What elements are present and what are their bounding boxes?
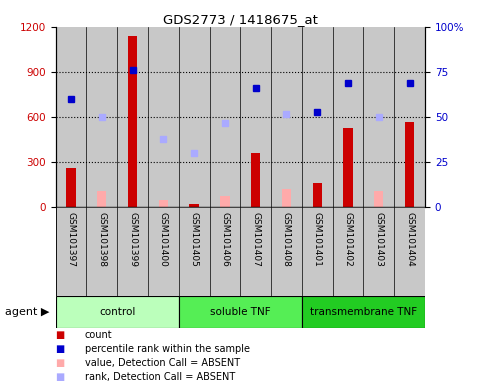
Text: GSM101397: GSM101397 xyxy=(67,212,75,267)
Bar xyxy=(220,196,229,207)
FancyBboxPatch shape xyxy=(56,296,179,328)
Bar xyxy=(333,27,364,207)
Title: GDS2773 / 1418675_at: GDS2773 / 1418675_at xyxy=(163,13,318,26)
Text: rank, Detection Call = ABSENT: rank, Detection Call = ABSENT xyxy=(85,372,235,382)
Bar xyxy=(189,204,199,207)
Bar xyxy=(56,27,86,207)
Bar xyxy=(179,27,210,207)
Bar xyxy=(117,27,148,207)
Bar xyxy=(97,191,106,207)
Text: value, Detection Call = ABSENT: value, Detection Call = ABSENT xyxy=(85,358,240,368)
Text: GSM101407: GSM101407 xyxy=(251,212,260,266)
Text: GSM101401: GSM101401 xyxy=(313,212,322,266)
Text: ■: ■ xyxy=(56,344,65,354)
Bar xyxy=(159,200,168,207)
Bar xyxy=(210,27,240,207)
Bar xyxy=(405,122,414,207)
FancyBboxPatch shape xyxy=(56,207,425,296)
FancyBboxPatch shape xyxy=(302,296,425,328)
Text: ■: ■ xyxy=(56,358,65,368)
Bar xyxy=(148,27,179,207)
Text: GSM101408: GSM101408 xyxy=(282,212,291,266)
Bar xyxy=(282,189,291,207)
Bar xyxy=(374,191,384,207)
Text: GSM101402: GSM101402 xyxy=(343,212,353,266)
Text: ■: ■ xyxy=(56,330,65,340)
Bar xyxy=(313,183,322,207)
Text: soluble TNF: soluble TNF xyxy=(210,307,270,317)
FancyBboxPatch shape xyxy=(179,296,302,328)
Text: count: count xyxy=(85,330,112,340)
Text: GSM101405: GSM101405 xyxy=(190,212,199,266)
Bar xyxy=(364,27,394,207)
Bar xyxy=(394,27,425,207)
Text: transmembrane TNF: transmembrane TNF xyxy=(310,307,417,317)
Bar xyxy=(271,27,302,207)
Text: GSM101404: GSM101404 xyxy=(405,212,414,266)
Bar xyxy=(128,36,137,207)
Bar xyxy=(343,127,353,207)
Bar xyxy=(240,27,271,207)
Text: agent ▶: agent ▶ xyxy=(5,307,49,317)
Bar xyxy=(251,153,260,207)
Text: ■: ■ xyxy=(56,372,65,382)
Bar xyxy=(302,27,333,207)
Text: GSM101398: GSM101398 xyxy=(97,212,106,267)
Text: GSM101399: GSM101399 xyxy=(128,212,137,267)
Text: GSM101403: GSM101403 xyxy=(374,212,384,266)
Bar xyxy=(66,168,75,207)
Text: GSM101406: GSM101406 xyxy=(220,212,229,266)
Text: control: control xyxy=(99,307,135,317)
Text: GSM101400: GSM101400 xyxy=(159,212,168,266)
Bar xyxy=(86,27,117,207)
Text: percentile rank within the sample: percentile rank within the sample xyxy=(85,344,250,354)
